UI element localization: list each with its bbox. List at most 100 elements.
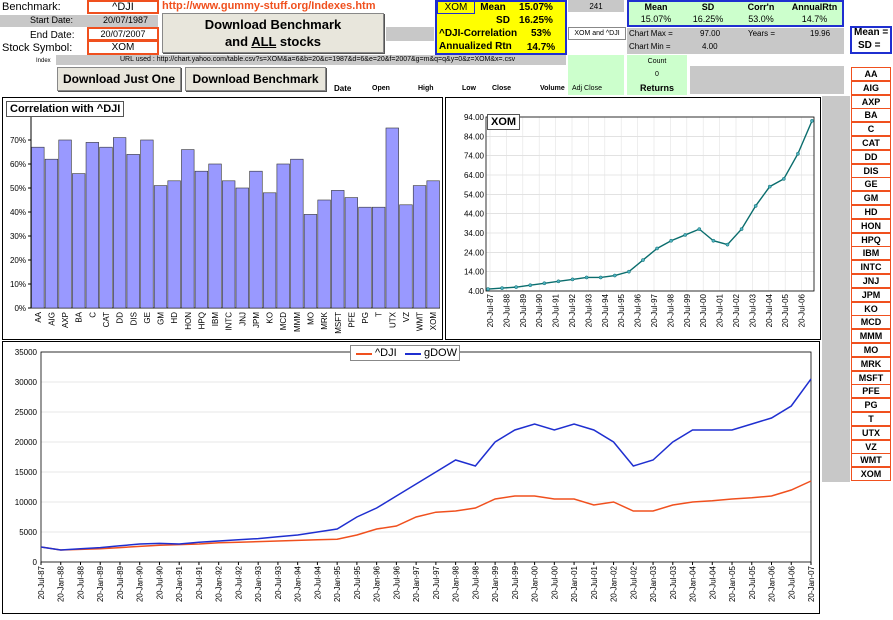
chart-min-value: 4.00 [702, 42, 718, 51]
xom-chart-title: XOM [487, 114, 521, 130]
index-line-chart: 0 5000 10000 15000 20000 25000 30000 35000 20-Ju… [15, 348, 816, 602]
xom-ytick-label: 94.00 [464, 113, 485, 122]
right-mean-label: Mean = [854, 27, 889, 38]
stock-button-dd[interactable]: DD [851, 149, 891, 164]
stock-button-ko[interactable]: KO [851, 301, 891, 316]
stock-button-cat[interactable]: CAT [851, 136, 891, 150]
stock-button-ibm[interactable]: IBM [851, 246, 891, 261]
index-label: Index [36, 58, 51, 64]
stock-button-vz[interactable]: VZ [851, 439, 891, 454]
stock-button-mmm[interactable]: MMM [851, 329, 891, 344]
filler-gray-2 [690, 66, 844, 94]
xom-ytick-label: 64.00 [464, 171, 485, 180]
stock-button-mrk[interactable]: MRK [851, 356, 891, 371]
bar-ba [72, 173, 86, 309]
idx-xtick-label: 20-Jan-98 [452, 565, 461, 602]
stock-symbol-input[interactable]: XOM [87, 40, 159, 55]
xom-xtick-label: 20-Jul-04 [765, 293, 774, 327]
idx-ytick-label: 30000 [15, 378, 38, 387]
stock-button-mcd[interactable]: MCD [851, 315, 891, 330]
stock-button-c[interactable]: C [851, 122, 891, 137]
idx-xtick-label: 20-Jul-94 [313, 565, 322, 599]
stock-button-pfe[interactable]: PFE [851, 384, 891, 399]
stock-button-jpm[interactable]: JPM [851, 287, 891, 302]
col-header-close: Close [492, 85, 512, 92]
stock-button-msft[interactable]: MSFT [851, 370, 891, 385]
stock-button-hpq[interactable]: HPQ [851, 232, 891, 247]
download-just-one-button[interactable]: Download Just One [57, 67, 181, 91]
bar-xtick-label: AXP [61, 312, 70, 328]
stock-button-dis[interactable]: DIS [851, 163, 891, 178]
stock-button-aa[interactable]: AA [851, 67, 891, 81]
idx-xtick-label: 20-Jul-90 [155, 565, 164, 599]
bar-mcd [276, 163, 290, 309]
xom-point [781, 177, 786, 181]
idx-xtick-label: 20-Jan-04 [689, 565, 698, 602]
bar-ytick-label: 60% [10, 160, 26, 169]
bar-xtick-label: BA [75, 311, 84, 322]
count-label: Count [647, 57, 667, 65]
summary-header-mean: Mean [644, 2, 668, 12]
bar-xtick-label: XOM [429, 312, 438, 331]
idx-xtick-label: 20-Jan-07 [807, 565, 816, 602]
summary-header-corr: Corr'n [747, 2, 775, 12]
bar-wmt [412, 185, 427, 309]
benchmark-input[interactable]: ^DJI [87, 0, 159, 14]
stock-button-ge[interactable]: GE [851, 177, 891, 192]
bar-cat [99, 146, 113, 309]
download-benchmark-button[interactable]: Download Benchmark [185, 67, 326, 91]
stock-button-jnj[interactable]: JNJ [851, 274, 891, 288]
stats-annual-label: Annualized Rtn [439, 41, 512, 52]
stock-button-pg[interactable]: PG [851, 398, 891, 413]
bar-mrk [317, 199, 331, 309]
stock-button-intc[interactable]: INTC [851, 260, 891, 275]
bar-dd [113, 137, 127, 309]
bar-mo [303, 214, 318, 309]
xom-xtick-label: 20-Jul-02 [732, 293, 741, 327]
gummy-stuff-link[interactable]: http://www.gummy-stuff.org/Indexes.htm [162, 0, 376, 12]
download-benchmark-all-button[interactable]: Download Benchmark and ALL stocks [162, 13, 384, 53]
stock-button-aig[interactable]: AIG [851, 80, 891, 95]
xom-xtick-label: 20-Jul-92 [568, 293, 577, 327]
stock-button-wmt[interactable]: WMT [851, 453, 891, 468]
bar-ytick-label: 70% [10, 136, 26, 145]
bar-xtick-label: JNJ [238, 312, 247, 326]
xom-point [556, 279, 561, 284]
stock-button-hon[interactable]: HON [851, 218, 891, 233]
xom-xtick-label: 20-Jul-90 [535, 293, 544, 327]
right-filler-gray [822, 96, 850, 482]
stock-button-ba[interactable]: BA [851, 108, 891, 123]
stock-button-gm[interactable]: GM [851, 191, 891, 206]
start-date-input[interactable]: 20/07/1987 [103, 15, 149, 25]
bar-xtick-label: C [88, 312, 97, 318]
stock-button-hd[interactable]: HD [851, 205, 891, 219]
col-header-high: High [418, 85, 434, 92]
end-date-input[interactable]: 20/07/2007 [87, 27, 159, 41]
bar-pfe [344, 197, 359, 309]
idx-xtick-label: 20-Jul-99 [511, 565, 520, 599]
idx-xtick-label: 20-Jul-98 [471, 565, 480, 599]
stock-button-axp[interactable]: AXP [851, 94, 891, 109]
stock-button-utx[interactable]: UTX [851, 425, 891, 440]
idx-xtick-label: 20-Jan-03 [649, 565, 658, 602]
stock-button-xom[interactable]: XOM [851, 467, 891, 482]
xom-chart-panel: 4.00 14.00 24.00 34.00 44.00 54.00 64.00 74.00 8… [445, 97, 821, 340]
bar-xtick-label: MMM [293, 312, 302, 332]
stock-button-t[interactable]: T [851, 412, 891, 426]
bar-xtick-label: INTC [225, 312, 234, 331]
idx-ytick-label: 35000 [15, 348, 38, 357]
stock-button-mo[interactable]: MO [851, 343, 891, 357]
idx-series-dji [40, 480, 812, 551]
idx-xtick-label: 20-Jan-88 [57, 565, 66, 602]
xom-xtick-label: 20-Jul-97 [650, 293, 659, 327]
bar-intc [222, 180, 236, 309]
xom-ytick-label: 34.00 [464, 229, 485, 238]
idx-xtick-label: 20-Jul-03 [669, 565, 678, 599]
bar-hpq [194, 170, 209, 309]
xom-point [753, 204, 758, 208]
bar-ibm [208, 163, 222, 309]
legend-swatch-gdow [405, 353, 421, 355]
xom-point [570, 277, 575, 282]
xom-point [683, 233, 688, 237]
idx-xtick-label: 20-Jul-05 [748, 565, 757, 599]
